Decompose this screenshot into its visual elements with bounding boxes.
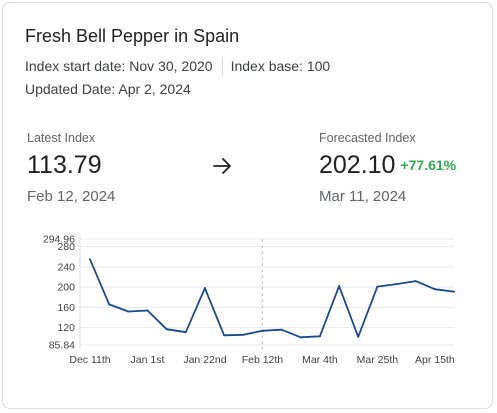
data-point [223, 334, 226, 337]
y-tick-label: 85.84 [49, 340, 75, 352]
latest-index-label: Latest Index [27, 131, 96, 145]
page-title: Fresh Bell Pepper in Spain [25, 26, 240, 46]
data-point [299, 336, 302, 339]
data-point [376, 285, 379, 288]
forecast-index-date: Mar 11, 2024 [319, 188, 407, 205]
y-tick-label: 294.96 [43, 234, 75, 246]
x-tick-label: Jan 22nd [183, 354, 226, 366]
data-point [108, 303, 111, 306]
forecast-index-value: 202.10 [319, 151, 396, 179]
x-tick-label: Mar 25th [357, 354, 399, 366]
data-point [414, 280, 417, 283]
latest-index-date: Feb 12, 2024 [27, 188, 116, 205]
y-tick-label: 120 [57, 322, 75, 334]
index-meta-row: Index start date: Nov 30, 2020 Index bas… [25, 57, 330, 75]
index-start-date: Index start date: Nov 30, 2020 [25, 58, 213, 74]
latest-index-value: 113.79 [27, 151, 102, 179]
x-tick-label: Jan 1st [131, 354, 165, 366]
data-point [433, 288, 436, 291]
forecast-change-badge: +77.61% [400, 157, 457, 173]
data-point [395, 283, 398, 286]
data-point [89, 258, 91, 261]
x-tick-label: Dec 11th [69, 354, 110, 366]
data-point [127, 310, 130, 313]
index-base: Index base: 100 [230, 58, 331, 74]
data-point [357, 335, 360, 338]
series-line [89, 258, 455, 339]
forecast-index-value-row: 202.10 +77.61% [319, 151, 456, 180]
forecast-index-label: Forecasted Index [319, 131, 416, 145]
data-point [165, 328, 168, 331]
y-tick-label: 200 [57, 282, 75, 294]
meta-divider [221, 57, 223, 75]
data-point [242, 333, 245, 336]
data-point [318, 335, 321, 338]
data-point [184, 331, 187, 334]
data-point [261, 329, 264, 332]
x-tick-label: Mar 4th [302, 354, 338, 366]
data-point [146, 309, 149, 312]
data-point [338, 285, 341, 288]
data-point [453, 290, 455, 293]
data-point [203, 287, 206, 290]
y-tick-label: 160 [57, 302, 75, 314]
x-tick-label: Apr 15th [415, 354, 455, 366]
data-point [280, 328, 283, 331]
y-tick-label: 240 [57, 261, 75, 273]
x-tick-label: Feb 12th [242, 354, 284, 366]
index-card [2, 2, 493, 409]
y-tick-label: 280 [57, 241, 75, 253]
arrow-right-icon [213, 158, 231, 174]
updated-date: Updated Date: Apr 2, 2024 [25, 81, 191, 97]
